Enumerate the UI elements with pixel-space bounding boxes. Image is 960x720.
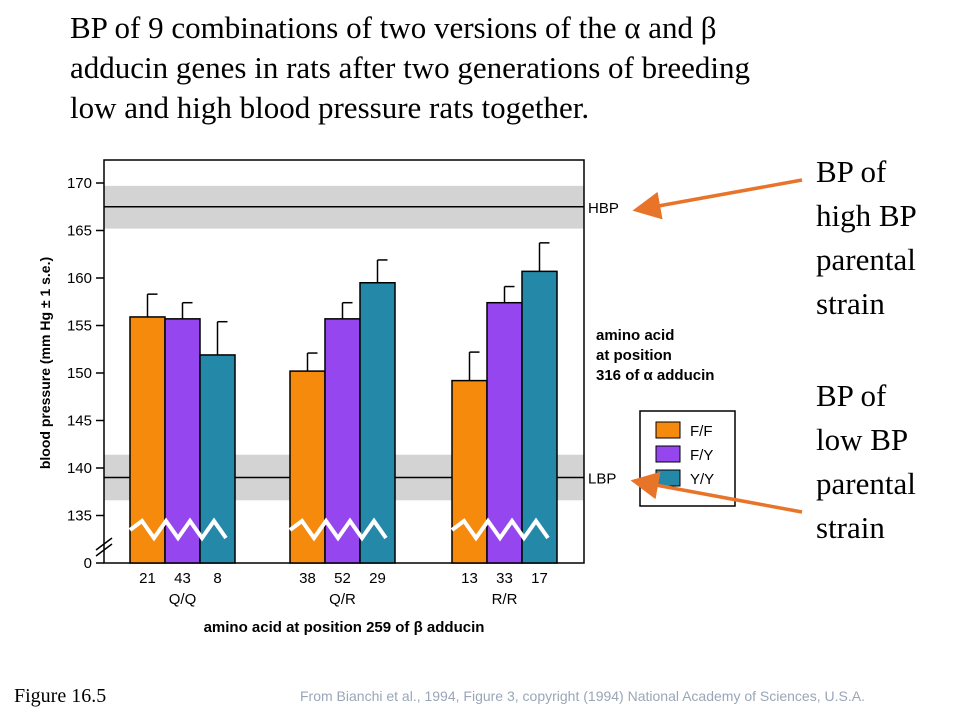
y-tick-label-135: 135	[67, 508, 92, 525]
title-line-3: low and high blood pressure rats togethe…	[70, 90, 590, 125]
n-label-QR-FF: 38	[299, 570, 316, 587]
y-tick-label-145: 145	[67, 413, 92, 430]
annotation-low-line-3: parental	[816, 466, 916, 501]
y-tick-label-0: 0	[84, 555, 92, 572]
annotation-low-bp: BP of low BP parental strain	[816, 374, 916, 550]
bar-QQ-FF	[129, 316, 166, 564]
bar-QR-FY	[324, 318, 361, 564]
annotation-high-line-1: BP of	[816, 154, 887, 189]
y-tick-label-140: 140	[67, 460, 92, 477]
annotation-high-line-4: strain	[816, 286, 885, 321]
axis-break-mark-2	[95, 543, 113, 557]
group-label-QR: Q/R	[329, 591, 356, 608]
n-label-QQ-YY: 8	[213, 570, 221, 587]
annotation-high-line-3: parental	[816, 242, 916, 277]
reference-label-lbp: LBP	[588, 471, 616, 488]
group-label-QQ: Q/Q	[169, 591, 197, 608]
y-tick-label-165: 165	[67, 223, 92, 240]
x-axis-label: amino acid at position 259 of β adducin	[204, 619, 485, 636]
legend-label-YY: Y/Y	[690, 471, 714, 488]
y-tick-label-155: 155	[67, 318, 92, 335]
annotation-high-line-2: high BP	[816, 198, 917, 233]
n-label-QQ-FY: 43	[174, 570, 191, 587]
n-label-QQ-FF: 21	[139, 570, 156, 587]
arrow-low-bp	[630, 471, 803, 514]
bar-QR-YY	[359, 282, 396, 564]
bar-RR-FF	[451, 379, 488, 564]
figure-label: Figure 16.5	[14, 685, 107, 707]
slide-title: BP of 9 combinations of two versions of …	[70, 8, 950, 128]
annotation-low-line-2: low BP	[816, 422, 909, 457]
n-label-RR-FF: 13	[461, 570, 478, 587]
title-line-2: adducin genes in rats after two generati…	[70, 50, 751, 85]
bar-break-QQ	[128, 517, 228, 542]
reference-label-hbp: HBP	[588, 200, 619, 217]
legend-swatch-YY	[655, 469, 681, 487]
n-label-QR-YY: 29	[369, 570, 386, 587]
y-tick-label-170: 170	[67, 175, 92, 192]
axis-break-mark-1	[95, 537, 113, 551]
n-label-RR-FY: 33	[496, 570, 513, 587]
credit-line: From Bianchi et al., 1994, Figure 3, cop…	[300, 688, 865, 704]
bar-QQ-FY	[164, 318, 201, 564]
y-tick-label-150: 150	[67, 365, 92, 382]
n-label-RR-YY: 17	[531, 570, 548, 587]
legend-swatch-FY	[655, 445, 681, 463]
bar-break-RR	[450, 517, 550, 542]
bar-RR-YY	[521, 270, 558, 564]
bar-QR-FF	[289, 370, 326, 564]
y-tick-label-160: 160	[67, 270, 92, 287]
legend-title-line-3: 316 of α adducin	[596, 367, 714, 384]
bar-break-QR	[288, 517, 388, 542]
legend-title-line-1: amino acid	[596, 327, 674, 344]
legend-label-FF: F/F	[690, 423, 713, 440]
annotation-low-line-1: BP of	[816, 378, 887, 413]
title-line-1: BP of 9 combinations of two versions of …	[70, 10, 717, 45]
legend-label-FY: F/Y	[690, 447, 713, 464]
bar-RR-FY	[486, 301, 523, 564]
annotation-low-line-4: strain	[816, 510, 885, 545]
y-axis-label: blood pressure (mm Hg ± 1 s.e.)	[37, 257, 53, 469]
group-label-RR: R/R	[492, 591, 518, 608]
legend-title-line-2: at position	[596, 347, 672, 364]
n-label-QR-FY: 52	[334, 570, 351, 587]
arrow-high-bp	[632, 178, 803, 220]
annotation-high-bp: BP of high BP parental strain	[816, 150, 917, 326]
legend-swatch-FF	[655, 421, 681, 439]
